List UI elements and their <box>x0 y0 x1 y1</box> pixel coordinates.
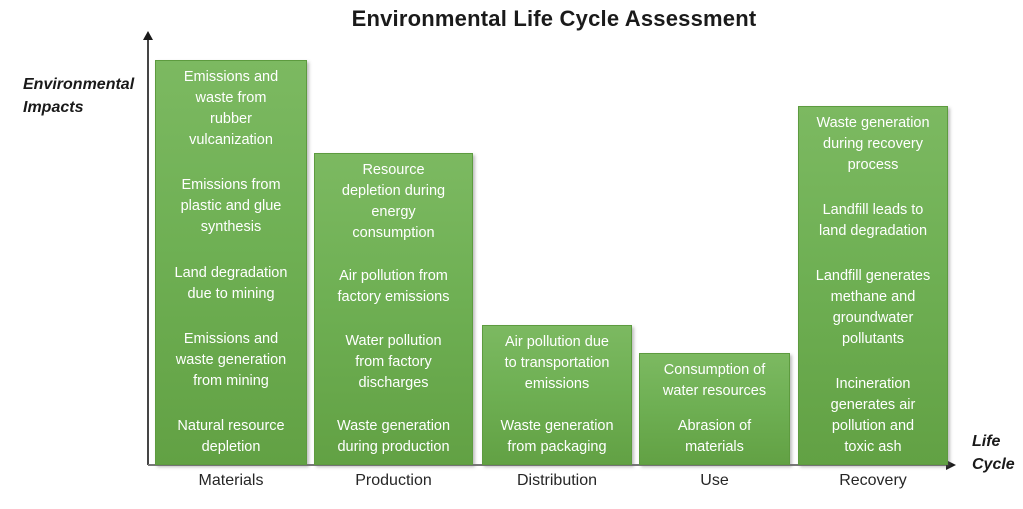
impact-item: Natural resource depletion <box>177 418 285 455</box>
category-label-use: Use <box>700 472 729 489</box>
impact-item: Emissions from plastic and glue synthesi… <box>180 177 282 236</box>
x-axis-label: Life Cycle <box>972 433 1015 473</box>
impact-item: Waste generation from packaging <box>500 418 614 455</box>
y-axis-label: Environmental Impacts <box>23 76 135 116</box>
x-axis-arrow-icon <box>946 460 956 470</box>
bar-use: Consumption of water resources Abrasion … <box>639 353 790 465</box>
x-axis-line <box>148 464 948 466</box>
impact-item: Emissions and waste from rubber vulcaniz… <box>183 69 279 148</box>
category-label-recovery: Recovery <box>839 472 907 489</box>
impact-item: Water pollution from factory discharges <box>345 332 442 391</box>
bar-recovery: Waste generation during recovery process… <box>798 106 948 465</box>
y-axis-arrow-icon <box>143 31 153 40</box>
category-label-distribution: Distribution <box>516 472 598 489</box>
bar-distribution: Air pollution due to transportation emis… <box>482 325 632 465</box>
bar-production: Resource depletion during energy consump… <box>314 153 473 465</box>
impact-item: Waste generation during recovery process <box>816 115 930 173</box>
impact-item: Air pollution from factory emissions <box>337 268 450 306</box>
impact-item: Landfill leads to land degradation <box>818 202 928 239</box>
impact-item: Air pollution due to transportation emis… <box>504 334 610 392</box>
impact-item: Abrasion of materials <box>677 418 752 455</box>
impact-item: Emissions and waste generation from mini… <box>175 330 287 389</box>
impact-item: Land degradation due to mining <box>174 264 288 302</box>
impact-item: Landfill generates methane and groundwat… <box>815 268 931 347</box>
chart-title: Environmental Life Cycle Assessment <box>351 6 757 31</box>
impact-item: Incineration generates air pollution and… <box>830 376 916 455</box>
category-label-production: Production <box>355 472 432 489</box>
impact-item: Resource depletion during energy consump… <box>341 162 446 241</box>
impact-item: Consumption of water resources <box>662 362 767 399</box>
category-label-materials: Materials <box>198 472 264 489</box>
bar-materials: Emissions and waste from rubber vulcaniz… <box>155 60 307 465</box>
impact-item: Waste generation during production <box>336 417 451 455</box>
y-axis-line <box>147 40 149 465</box>
